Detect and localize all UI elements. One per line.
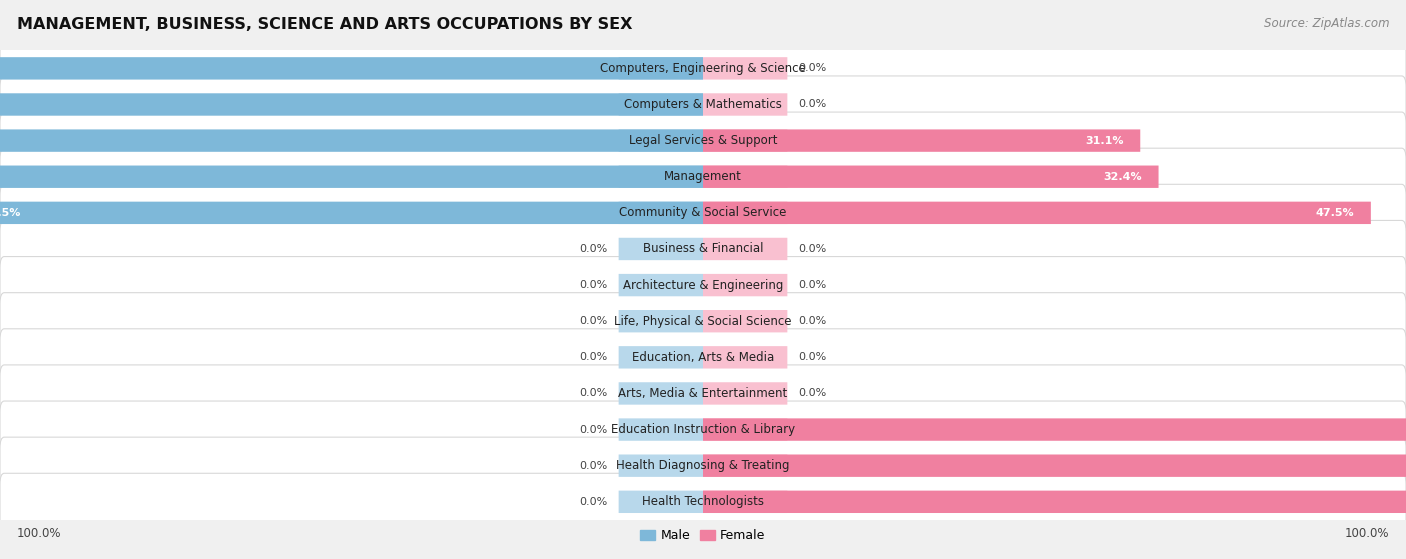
- FancyBboxPatch shape: [703, 418, 787, 440]
- Text: 0.0%: 0.0%: [799, 280, 827, 290]
- Text: 0.0%: 0.0%: [579, 425, 607, 434]
- FancyBboxPatch shape: [703, 418, 1406, 440]
- Text: 0.0%: 0.0%: [799, 100, 827, 110]
- FancyBboxPatch shape: [0, 437, 1406, 494]
- FancyBboxPatch shape: [0, 293, 1406, 350]
- Text: MANAGEMENT, BUSINESS, SCIENCE AND ARTS OCCUPATIONS BY SEX: MANAGEMENT, BUSINESS, SCIENCE AND ARTS O…: [17, 17, 633, 32]
- FancyBboxPatch shape: [703, 202, 787, 224]
- FancyBboxPatch shape: [0, 165, 703, 188]
- FancyBboxPatch shape: [0, 220, 1406, 277]
- FancyBboxPatch shape: [0, 40, 1406, 97]
- FancyBboxPatch shape: [0, 130, 703, 152]
- FancyBboxPatch shape: [0, 93, 703, 116]
- Text: 0.0%: 0.0%: [579, 352, 607, 362]
- Text: 0.0%: 0.0%: [579, 244, 607, 254]
- Text: 100.0%: 100.0%: [1344, 527, 1389, 541]
- Text: Management: Management: [664, 170, 742, 183]
- FancyBboxPatch shape: [0, 112, 1406, 169]
- Text: Computers, Engineering & Science: Computers, Engineering & Science: [600, 62, 806, 75]
- Text: 31.1%: 31.1%: [1085, 136, 1123, 145]
- FancyBboxPatch shape: [703, 346, 787, 368]
- Text: 0.0%: 0.0%: [579, 461, 607, 471]
- Text: 0.0%: 0.0%: [799, 244, 827, 254]
- FancyBboxPatch shape: [619, 93, 703, 116]
- Text: 0.0%: 0.0%: [579, 280, 607, 290]
- FancyBboxPatch shape: [619, 310, 703, 333]
- Text: Education, Arts & Media: Education, Arts & Media: [631, 351, 775, 364]
- Text: 0.0%: 0.0%: [799, 63, 827, 73]
- Text: 0.0%: 0.0%: [799, 352, 827, 362]
- Text: Education Instruction & Library: Education Instruction & Library: [612, 423, 794, 436]
- Text: 47.5%: 47.5%: [1316, 208, 1354, 218]
- FancyBboxPatch shape: [703, 57, 787, 79]
- Text: Health Diagnosing & Treating: Health Diagnosing & Treating: [616, 459, 790, 472]
- FancyBboxPatch shape: [703, 93, 787, 116]
- Text: 0.0%: 0.0%: [579, 497, 607, 507]
- FancyBboxPatch shape: [619, 130, 703, 152]
- FancyBboxPatch shape: [619, 274, 703, 296]
- Text: Community & Social Service: Community & Social Service: [619, 206, 787, 219]
- FancyBboxPatch shape: [703, 454, 787, 477]
- FancyBboxPatch shape: [619, 418, 703, 440]
- FancyBboxPatch shape: [619, 57, 703, 79]
- Text: 0.0%: 0.0%: [799, 316, 827, 326]
- FancyBboxPatch shape: [703, 310, 787, 333]
- Text: Computers & Mathematics: Computers & Mathematics: [624, 98, 782, 111]
- FancyBboxPatch shape: [0, 365, 1406, 422]
- Text: 0.0%: 0.0%: [579, 316, 607, 326]
- FancyBboxPatch shape: [703, 165, 1159, 188]
- FancyBboxPatch shape: [0, 148, 1406, 205]
- FancyBboxPatch shape: [0, 329, 1406, 386]
- FancyBboxPatch shape: [703, 382, 787, 405]
- Text: Source: ZipAtlas.com: Source: ZipAtlas.com: [1264, 17, 1389, 30]
- FancyBboxPatch shape: [703, 454, 1406, 477]
- Text: Business & Financial: Business & Financial: [643, 243, 763, 255]
- Text: 0.0%: 0.0%: [799, 389, 827, 399]
- FancyBboxPatch shape: [619, 238, 703, 260]
- FancyBboxPatch shape: [703, 238, 787, 260]
- FancyBboxPatch shape: [703, 165, 787, 188]
- FancyBboxPatch shape: [0, 473, 1406, 530]
- FancyBboxPatch shape: [703, 202, 1371, 224]
- FancyBboxPatch shape: [0, 76, 1406, 133]
- Text: 100.0%: 100.0%: [17, 527, 62, 541]
- Text: Arts, Media & Entertainment: Arts, Media & Entertainment: [619, 387, 787, 400]
- FancyBboxPatch shape: [703, 491, 787, 513]
- FancyBboxPatch shape: [0, 57, 703, 79]
- FancyBboxPatch shape: [0, 257, 1406, 314]
- FancyBboxPatch shape: [703, 274, 787, 296]
- Text: 0.0%: 0.0%: [579, 389, 607, 399]
- FancyBboxPatch shape: [0, 202, 703, 224]
- FancyBboxPatch shape: [619, 202, 703, 224]
- FancyBboxPatch shape: [619, 491, 703, 513]
- Legend: Male, Female: Male, Female: [636, 524, 770, 547]
- FancyBboxPatch shape: [0, 184, 1406, 241]
- Text: 32.4%: 32.4%: [1104, 172, 1142, 182]
- Text: Health Technologists: Health Technologists: [643, 495, 763, 508]
- FancyBboxPatch shape: [619, 165, 703, 188]
- Text: 52.5%: 52.5%: [0, 208, 20, 218]
- Text: Legal Services & Support: Legal Services & Support: [628, 134, 778, 147]
- FancyBboxPatch shape: [703, 130, 787, 152]
- Text: Architecture & Engineering: Architecture & Engineering: [623, 278, 783, 292]
- Text: Life, Physical & Social Science: Life, Physical & Social Science: [614, 315, 792, 328]
- FancyBboxPatch shape: [619, 382, 703, 405]
- FancyBboxPatch shape: [619, 454, 703, 477]
- FancyBboxPatch shape: [0, 401, 1406, 458]
- FancyBboxPatch shape: [703, 130, 1140, 152]
- FancyBboxPatch shape: [703, 491, 1406, 513]
- FancyBboxPatch shape: [619, 346, 703, 368]
